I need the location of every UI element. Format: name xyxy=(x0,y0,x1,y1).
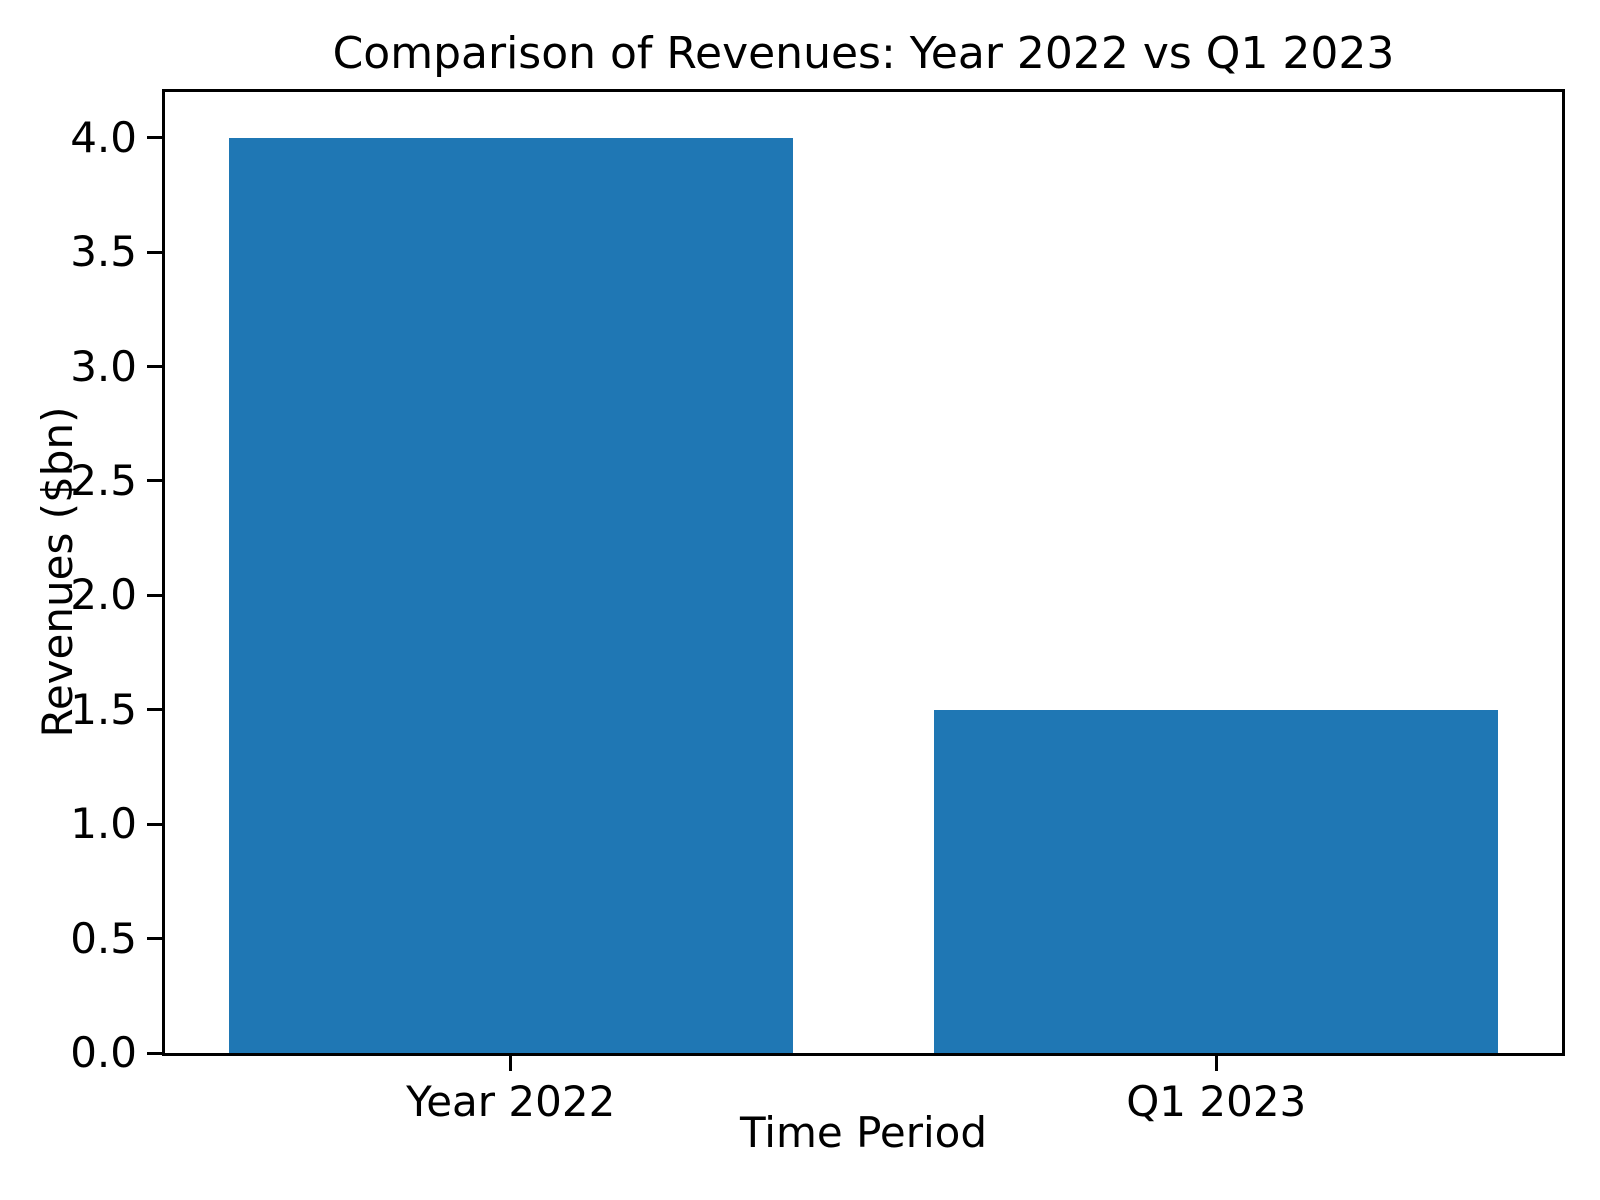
y-tick-mark xyxy=(147,365,162,369)
x-tick-mark xyxy=(1214,1056,1218,1071)
y-tick-mark xyxy=(147,937,162,941)
y-tick-mark xyxy=(147,708,162,712)
x-axis-label: Time Period xyxy=(739,1108,988,1157)
y-tick-label: 3.5 xyxy=(70,227,137,277)
x-tick-mark xyxy=(509,1056,513,1071)
y-tick-label: 1.0 xyxy=(70,799,137,849)
y-tick-mark xyxy=(147,1051,162,1055)
y-axis-label: Revenues ($bn) xyxy=(33,406,82,738)
bar-year-2022 xyxy=(228,137,793,1053)
chart-title: Comparison of Revenues: Year 2022 vs Q1 … xyxy=(332,28,1395,79)
y-tick-mark xyxy=(147,822,162,826)
y-tick-label: 3.0 xyxy=(70,341,137,391)
y-tick-mark xyxy=(147,250,162,254)
plot-area xyxy=(162,89,1565,1056)
y-tick-mark xyxy=(147,593,162,597)
y-tick-label: 4.0 xyxy=(70,112,137,162)
bars-layer xyxy=(165,92,1562,1053)
bar-q1-2023 xyxy=(934,709,1499,1053)
y-tick-label: 0.0 xyxy=(70,1028,137,1077)
y-tick-mark xyxy=(147,136,162,140)
y-tick-label: 0.5 xyxy=(70,913,137,963)
y-tick-mark xyxy=(147,479,162,483)
